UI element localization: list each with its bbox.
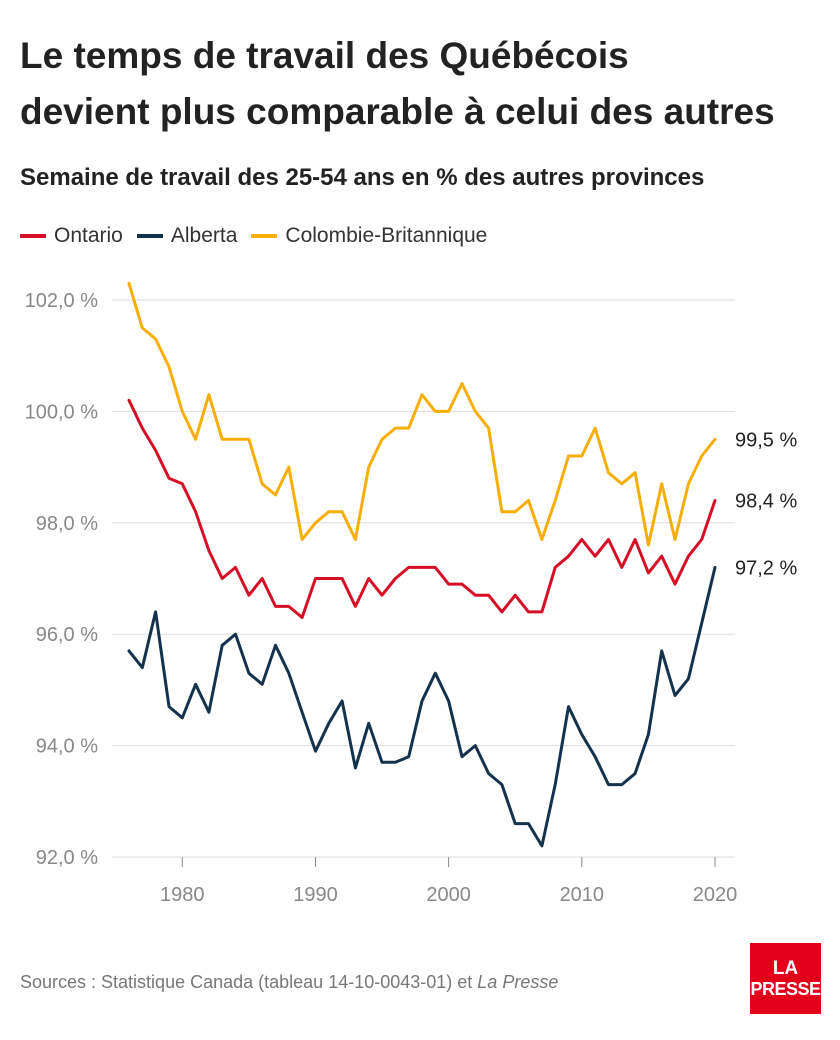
source-italic: La Presse [477,972,559,992]
end-label: 99,5 % [735,429,797,451]
series-lines [127,281,717,848]
y-axis-ticks: 92,0 % 94,0 % 96,0 % 98,0 % 100,0 % 102,0 % [25,290,99,869]
series-line-ontario [127,398,717,619]
end-label: 97,2 % [735,557,797,579]
legend-label-colombie-britannique: Colombie-Britannique [285,224,488,247]
x-tick-label: 2000 [426,884,471,906]
chart-title-line2: devient plus comparable à celui des autr… [20,91,775,132]
legend-label-ontario: Ontario [54,224,123,247]
chart-title: Le temps de travail des Québécois devien… [20,28,820,140]
end-label: 98,4 % [735,491,797,513]
y-tick-label: 94,0 % [36,736,98,758]
y-tick-label: 100,0 % [25,401,99,423]
series-line-colombie-britannique [127,281,717,547]
legend-swatch-ontario [20,234,46,238]
chart-title-line1: Le temps de travail des Québécois [20,35,629,76]
x-axis-ticks: 1980 1990 2000 2010 2020 [160,857,737,906]
legend-item-colombie-britannique: Colombie-Britannique [251,224,487,248]
legend-swatch-alberta [136,234,163,238]
legend-item-ontario: Ontario [20,224,123,248]
x-tick-label: 2020 [693,884,738,906]
logo-text-la: LA [772,957,799,979]
series-line-alberta [127,565,717,848]
x-tick-label: 1980 [160,884,205,906]
y-tick-label: 102,0 % [25,290,99,312]
end-labels: 98,4 % 97,2 % 99,5 % [735,429,797,579]
legend: Ontario Alberta Colombie-Britannique [20,224,501,248]
x-tick-label: 1990 [293,884,338,906]
y-tick-label: 96,0 % [36,624,98,646]
chart-subtitle: Semaine de travail des 25-54 ans en % de… [20,164,705,191]
y-tick-label: 98,0 % [36,513,98,535]
legend-label-alberta: Alberta [170,224,238,247]
source-note: Sources : Statistique Canada (tableau 14… [20,972,558,993]
source-text: Sources : Statistique Canada (tableau 14… [20,972,478,992]
la-presse-logo: LA PRESSE [750,943,821,1014]
line-chart: 92,0 % 94,0 % 96,0 % 98,0 % 100,0 % 102,0 % 1… [25,281,797,906]
grid-lines [112,299,735,858]
logo-text-presse: PRESSE [750,978,821,999]
legend-swatch-colombie-britannique [251,234,278,238]
y-tick-label: 92,0 % [36,847,98,869]
x-tick-label: 2010 [560,884,605,906]
legend-item-alberta: Alberta [136,224,238,248]
